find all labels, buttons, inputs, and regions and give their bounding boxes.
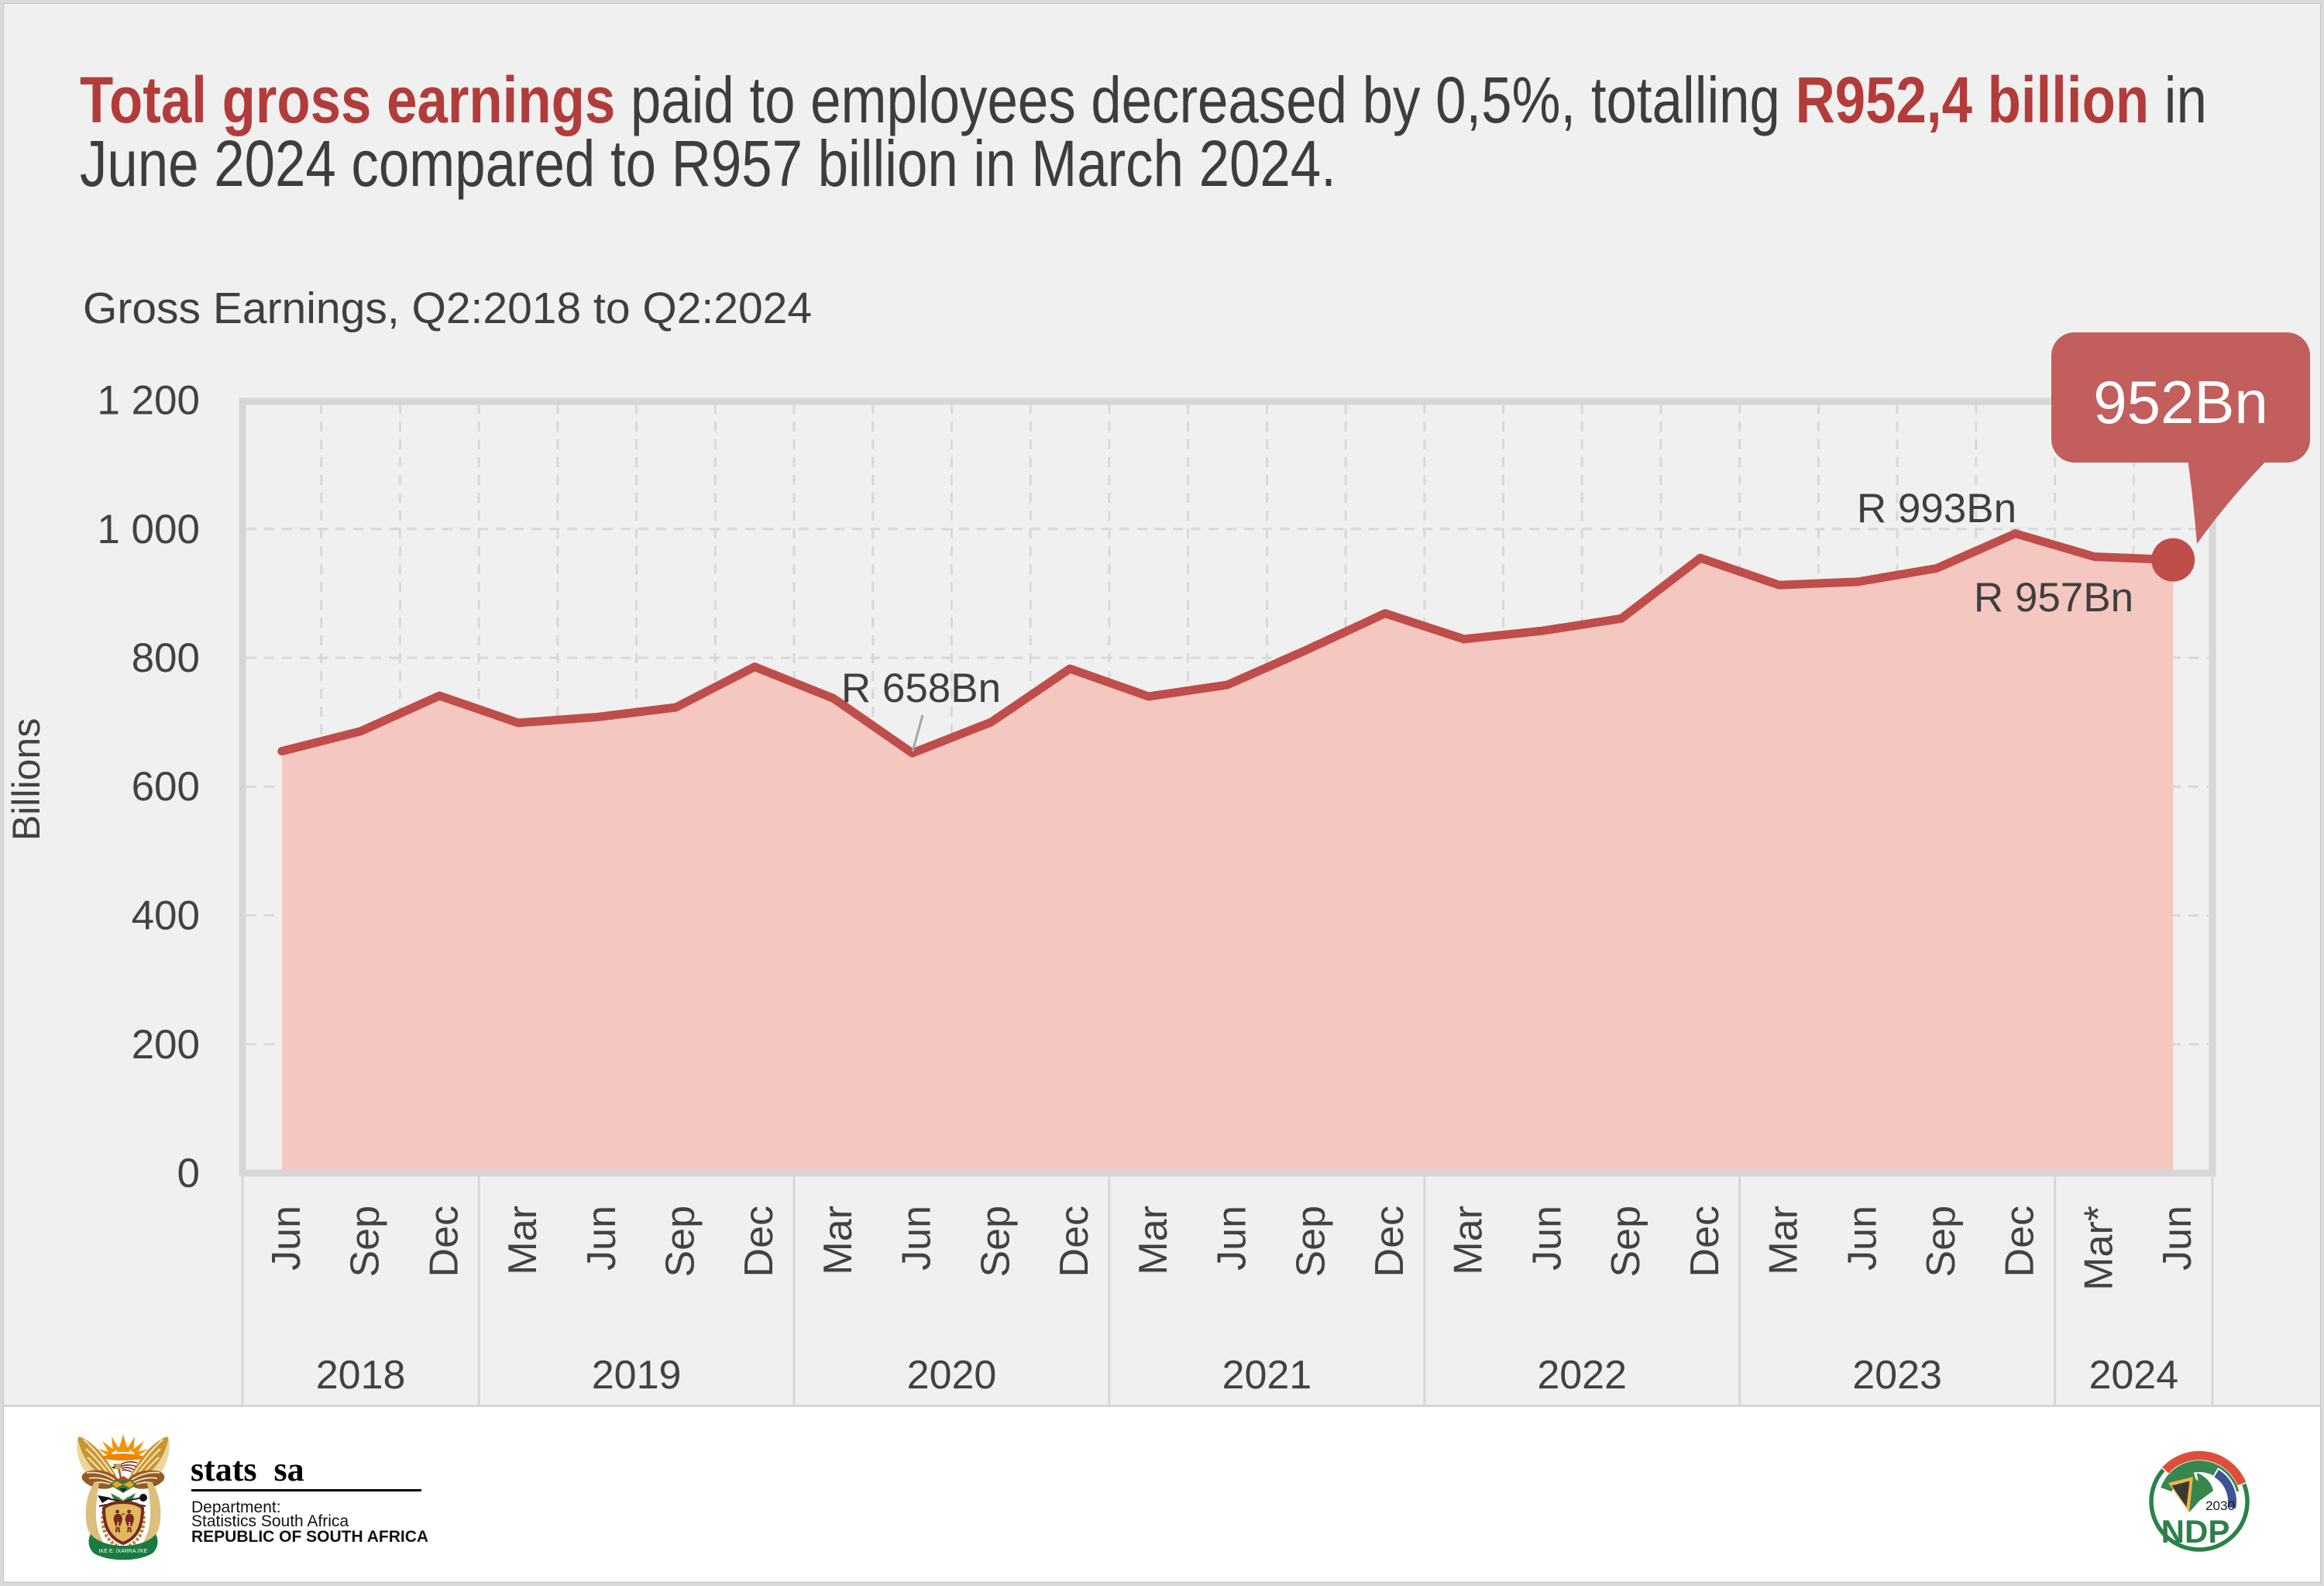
svg-text:Jun: Jun — [579, 1206, 624, 1271]
svg-text:Sep: Sep — [1288, 1206, 1333, 1278]
svg-text:2020: 2020 — [907, 1353, 997, 1398]
svg-text:200: 200 — [132, 1022, 200, 1068]
svg-text:NDP: NDP — [2161, 1513, 2230, 1550]
svg-text:Department:: Department: — [191, 1498, 281, 1516]
svg-text:2030: 2030 — [2205, 1498, 2235, 1513]
svg-text:800: 800 — [132, 635, 200, 681]
svg-text:Mar*: Mar* — [2077, 1206, 2122, 1291]
svg-text:Mar: Mar — [816, 1206, 861, 1275]
svg-text:Mar: Mar — [1446, 1206, 1491, 1275]
svg-text:IKE E: /XARRA //KE: IKE E: /XARRA //KE — [99, 1549, 148, 1554]
svg-text:1 000: 1 000 — [97, 507, 200, 552]
svg-text:Sep: Sep — [1604, 1206, 1648, 1278]
svg-text:Jun: Jun — [264, 1206, 309, 1271]
svg-text:Dec: Dec — [1998, 1206, 2043, 1277]
svg-text:stats sa: stats sa — [191, 1450, 304, 1488]
svg-text:Dec: Dec — [421, 1206, 466, 1277]
svg-text:1 200: 1 200 — [97, 378, 200, 424]
svg-text:Mar: Mar — [1762, 1206, 1807, 1275]
svg-text:R 993Bn: R 993Bn — [1857, 486, 2016, 532]
svg-text:Jun: Jun — [1210, 1206, 1255, 1271]
svg-text:Sep: Sep — [973, 1206, 1018, 1278]
svg-text:Jun: Jun — [2155, 1206, 2200, 1271]
svg-text:Jun: Jun — [895, 1206, 940, 1271]
svg-text:Dec: Dec — [1367, 1206, 1412, 1277]
svg-text:Dec: Dec — [737, 1206, 782, 1277]
svg-text:Dec: Dec — [1052, 1206, 1097, 1277]
svg-text:R 957Bn: R 957Bn — [1974, 575, 2133, 621]
svg-text:Mar: Mar — [1131, 1206, 1176, 1275]
svg-text:Statistics South Africa: Statistics South Africa — [191, 1512, 349, 1530]
svg-text:600: 600 — [132, 764, 200, 810]
svg-text:Sep: Sep — [343, 1206, 388, 1278]
svg-text:2021: 2021 — [1222, 1353, 1312, 1398]
svg-text:Mar: Mar — [500, 1206, 545, 1275]
svg-text:Sep: Sep — [658, 1206, 703, 1278]
svg-text:Jun: Jun — [1840, 1206, 1885, 1271]
svg-text:R 658Bn: R 658Bn — [841, 666, 1001, 711]
svg-text:2023: 2023 — [1852, 1353, 1942, 1398]
svg-text:Sep: Sep — [1919, 1206, 1964, 1278]
svg-text:REPUBLIC OF SOUTH AFRICA: REPUBLIC OF SOUTH AFRICA — [191, 1528, 428, 1546]
svg-text:2022: 2022 — [1537, 1353, 1627, 1398]
svg-text:0: 0 — [177, 1151, 200, 1196]
svg-text:2019: 2019 — [592, 1353, 682, 1398]
svg-text:2024: 2024 — [2089, 1353, 2178, 1398]
svg-text:952Bn: 952Bn — [2093, 368, 2268, 436]
svg-text:2018: 2018 — [316, 1353, 406, 1398]
svg-text:Dec: Dec — [1683, 1206, 1728, 1277]
svg-text:Billions: Billions — [5, 718, 48, 841]
svg-text:400: 400 — [132, 893, 200, 939]
svg-text:Jun: Jun — [1525, 1206, 1569, 1271]
